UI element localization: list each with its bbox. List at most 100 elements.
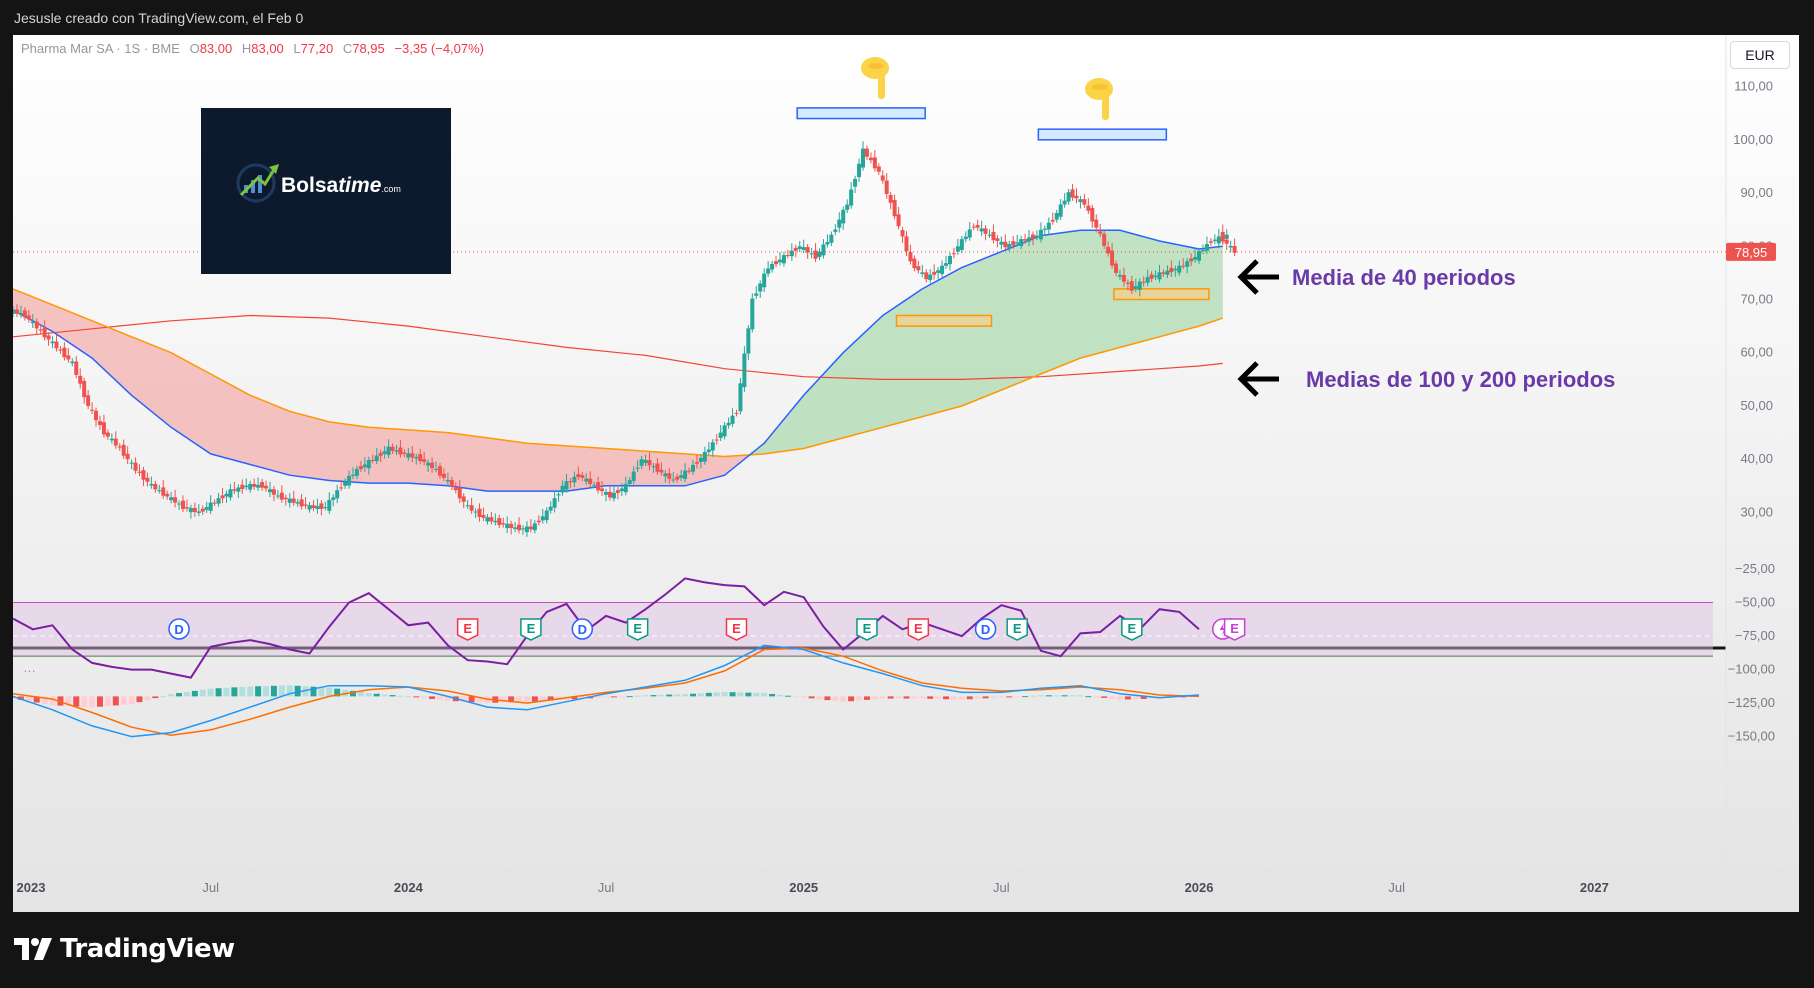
candle-body [228,489,233,498]
support-zone [895,314,993,327]
currency-button[interactable]: EUR [1730,41,1790,69]
annotation-ma40: Media de 40 periodos [1292,265,1516,290]
macd-histogram-bar [531,696,538,702]
macd-histogram-bar [808,696,815,699]
last-price-tag[interactable]: 78,95 [1726,242,1776,261]
candle-body [829,234,834,243]
candle-body [552,498,557,508]
macd-histogram-bar [856,696,863,701]
candle-body [528,526,533,530]
macd-histogram-bar [25,696,32,702]
macd-histogram-bar [943,696,950,700]
ohlc-legend[interactable]: Pharma Mar SA · 1S · BME O83,00 H83,00 L… [21,41,484,56]
candle-body [572,476,577,483]
candle-body [975,225,980,228]
last-price-value: 78,95 [1735,245,1768,260]
candle-body [181,500,185,509]
candle-body [655,463,660,472]
macd-histogram-bar [753,692,760,697]
tradingview-logo[interactable]: TradingView [14,934,235,964]
candle-body [236,487,241,492]
candle-body [117,446,122,448]
macd-histogram-bar [96,696,103,707]
candle-body [422,459,427,462]
candle-body [1153,275,1158,277]
candle-body [303,504,308,506]
candle-body [667,473,672,479]
arrow-left-icon [1237,259,1279,295]
macd-histogram-bar [1045,695,1052,697]
candle-body [576,474,581,478]
candle-body [62,347,67,358]
candle-body [1102,233,1107,246]
hand-pointing-down-icon [1085,78,1113,120]
macd-histogram-bar [1132,696,1139,700]
candle-body [817,251,822,257]
candle-body [256,484,261,488]
macd-histogram-bar [1116,696,1123,700]
candle-body [1003,241,1008,248]
candle-body [979,228,984,232]
chart-canvas[interactable]: 110,00100,0090,0080,0070,0060,0050,0040,… [13,35,1799,912]
dividend-marker [168,618,190,640]
legend-l-value: 77,20 [301,41,334,56]
candle-body [809,253,814,255]
macd-histogram-bar [191,690,198,697]
earnings-marker-label: E [863,621,872,636]
macd-histogram-bar [17,696,24,700]
candle-body [287,498,292,503]
header-credit: Jesusle creado con TradingView.com, el F… [14,10,304,26]
macd-histogram-bar [935,696,942,700]
macd-histogram-bar [1053,695,1060,697]
candle-body [1224,239,1229,244]
macd-histogram-bar [729,692,736,697]
macd-histogram-bar [705,692,712,697]
candle-body [774,261,779,265]
candle-body [473,511,478,513]
candle-body [267,489,272,493]
candle-body [967,229,972,238]
candle-body [777,259,782,263]
macd-histogram-bar [1061,695,1068,697]
macd-histogram-bar [618,696,625,698]
legend-c-label: C [343,41,352,56]
candle-body [497,518,502,525]
candle-body [1133,286,1138,289]
candle-body [955,246,960,252]
candle-body [137,471,142,473]
macd-histogram-bar [389,695,396,697]
chart-frame[interactable]: 110,00100,0090,0080,0070,0060,0050,0040,… [13,35,1799,912]
candle-body [1173,268,1178,271]
candle-body [260,482,265,488]
candle-body [944,263,949,266]
candle-body [936,270,941,273]
candle-body [611,492,616,499]
candle-body [592,484,597,486]
macd-histogram-bar [65,696,72,707]
candle-body [34,321,39,329]
earnings-marker [1223,618,1246,641]
oscillator-tick-label: −125,00 [1728,695,1775,710]
pane-more-icon[interactable]: … [23,660,36,675]
candle-body [947,256,952,265]
lightning-icon [1219,623,1227,636]
dividend-marker-label: D [174,622,183,637]
macd-histogram-bar [800,696,807,698]
macd-histogram-bar [1124,696,1131,700]
candle-body [1228,245,1233,248]
candle-body [1015,242,1020,244]
macd-histogram-bar [990,696,997,698]
candle-body [42,327,47,338]
candle-body [983,228,988,234]
macd-histogram-bar [310,686,317,697]
macd-histogram-bar [144,696,151,701]
macd-histogram-bar [863,696,870,700]
macd-histogram-bar [357,691,364,697]
candle-body [30,321,35,324]
earnings-marker-label: E [463,621,472,636]
arrow-left-icon [1237,361,1279,397]
candle-body [762,273,767,288]
candle-body [560,485,565,493]
price-tick-label: 70,00 [1740,292,1773,307]
